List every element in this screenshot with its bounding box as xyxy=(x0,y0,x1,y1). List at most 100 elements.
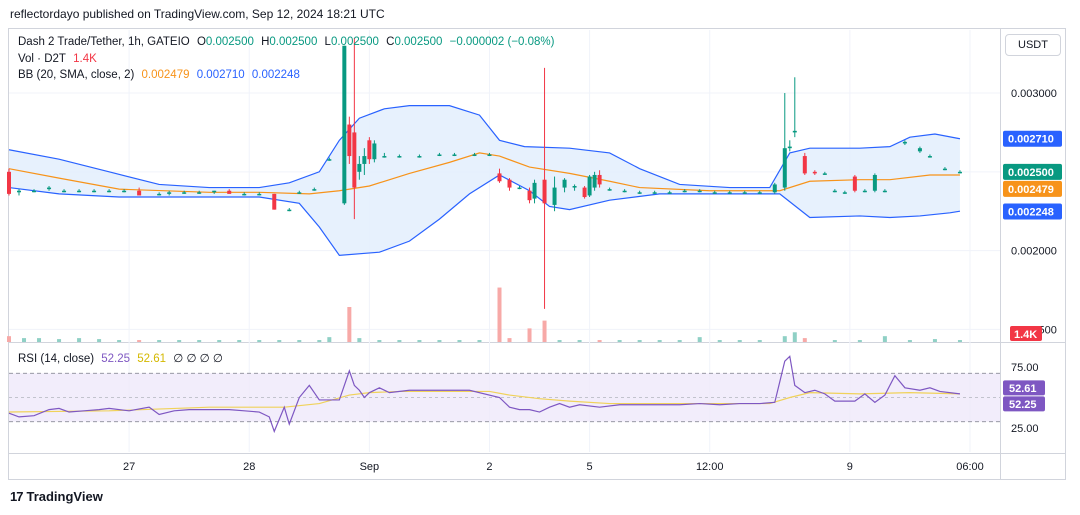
candle xyxy=(362,148,367,175)
candle xyxy=(532,179,537,204)
candle-body xyxy=(637,192,642,194)
candle-body xyxy=(517,187,522,190)
candle xyxy=(772,182,777,194)
candle-body xyxy=(167,192,172,194)
candle-body xyxy=(917,148,922,152)
volume-label: Vol · D2T xyxy=(18,53,66,65)
chart-frame[interactable] xyxy=(8,28,1066,480)
candle xyxy=(742,190,747,194)
candle-body xyxy=(782,148,787,188)
candle-body xyxy=(122,190,127,193)
volume-bar xyxy=(882,336,887,342)
candle-body xyxy=(497,173,502,182)
volume-bar xyxy=(97,339,102,342)
volume-legend[interactable]: Vol · D2T 1.4K xyxy=(18,53,101,65)
candle xyxy=(872,173,877,193)
volume-bar xyxy=(137,340,142,342)
time-tick-label: 28 xyxy=(243,461,255,473)
candle xyxy=(802,152,807,175)
candle-body xyxy=(597,174,602,185)
tradingview-logo-icon: 17 xyxy=(10,489,24,504)
candle-body xyxy=(607,189,612,191)
candle xyxy=(227,189,232,194)
candle-body xyxy=(792,130,797,133)
candle-body xyxy=(957,171,962,174)
candle xyxy=(757,190,762,194)
candle xyxy=(507,178,512,191)
volume-bar xyxy=(782,336,787,342)
candle-body xyxy=(472,154,477,156)
candle-body xyxy=(507,179,512,188)
candle-body xyxy=(727,192,732,194)
candle xyxy=(212,190,217,194)
tradingview-footer[interactable]: 17 TradingView xyxy=(10,489,103,504)
candle-body xyxy=(137,190,142,196)
volume-badge xyxy=(1010,326,1042,341)
volume-bar xyxy=(377,340,382,342)
candle xyxy=(572,184,577,191)
candle-body xyxy=(697,190,702,193)
rsi-badge xyxy=(1003,396,1045,412)
candle-body xyxy=(92,190,97,193)
volume-bar xyxy=(397,340,402,342)
candle xyxy=(137,187,142,196)
candle xyxy=(902,140,907,146)
candle xyxy=(592,171,597,191)
rsi-tick-label: 25.00 xyxy=(1011,423,1039,435)
price-badge-label: 0.002248 xyxy=(1008,207,1054,219)
candle-body xyxy=(682,190,687,193)
volume-bar xyxy=(437,340,442,342)
candle-body xyxy=(297,192,302,194)
candle xyxy=(957,170,962,174)
candle xyxy=(272,193,277,210)
candle-body xyxy=(437,154,442,156)
rsi-legend[interactable]: RSI (14, close) 52.25 52.61 ∅ ∅ ∅ ∅ xyxy=(18,351,227,365)
candle-body xyxy=(17,190,22,193)
candle xyxy=(652,190,657,194)
candle xyxy=(182,190,187,194)
candle-body xyxy=(272,193,277,210)
volume-bar xyxy=(792,332,797,342)
volume-bar xyxy=(802,338,807,342)
candle xyxy=(372,140,377,163)
close-value: 0.002500 xyxy=(394,36,443,48)
candle xyxy=(697,189,702,193)
candle xyxy=(452,152,457,157)
bb-legend[interactable]: BB (20, SMA, close, 2) 0.002479 0.002710… xyxy=(18,69,304,81)
volume-bar xyxy=(37,338,42,342)
candle-body xyxy=(882,190,887,193)
candle-body xyxy=(592,174,597,188)
candle xyxy=(917,146,922,153)
candle xyxy=(942,167,947,171)
candle xyxy=(582,186,587,199)
volume-bar xyxy=(637,340,642,342)
currency-button[interactable]: USDT xyxy=(1005,34,1061,56)
bb-upper-line xyxy=(8,105,961,189)
volume-value: 1.4K xyxy=(73,53,97,65)
volume-bar xyxy=(357,338,362,342)
volume-bar xyxy=(907,340,912,342)
volume-bar xyxy=(717,340,722,342)
price-badge xyxy=(1003,130,1062,147)
candle-body xyxy=(552,187,557,205)
volume-bar xyxy=(477,340,482,342)
candle-body xyxy=(812,171,817,174)
candle xyxy=(727,190,732,194)
candle-body xyxy=(927,156,932,158)
rsi-ma-line xyxy=(8,390,960,413)
time-tick-label: 9 xyxy=(847,461,853,473)
low-value: 0.002500 xyxy=(330,36,379,48)
price-badge xyxy=(1003,180,1062,197)
volume-bar xyxy=(347,307,352,342)
candle-body xyxy=(77,190,82,193)
rsi-tick-label: 75.00 xyxy=(1011,362,1039,374)
candle xyxy=(622,189,627,193)
rsi-empty-values: ∅ ∅ ∅ ∅ xyxy=(173,353,223,365)
volume-bar xyxy=(542,320,547,342)
candle xyxy=(597,170,602,188)
symbol-name[interactable]: Dash 2 Trade/Tether, 1h, GATEIO xyxy=(18,36,190,48)
candle xyxy=(157,192,162,196)
candle xyxy=(197,190,202,194)
open-value: 0.002500 xyxy=(205,36,254,48)
